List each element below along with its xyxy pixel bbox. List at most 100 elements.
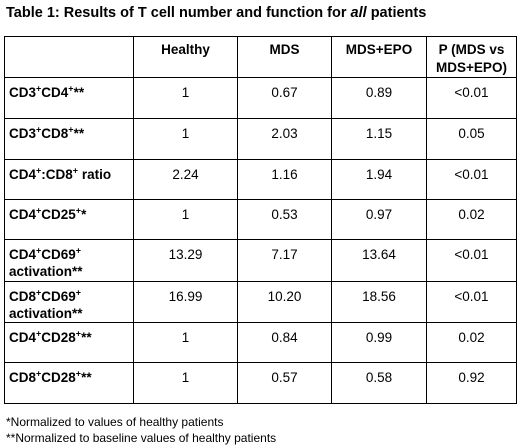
row-label-text: ratio	[78, 167, 112, 182]
row-label: CD4+CD25+*	[4, 199, 134, 240]
table-cell: 0.67	[237, 77, 332, 119]
row-label: CD4+CD69+ activation**	[4, 239, 134, 282]
table-cell: <0.01	[426, 239, 517, 282]
table-cell: 1	[133, 77, 238, 119]
table-cell: 7.17	[237, 239, 332, 282]
footnote: **Normalized to baseline values of healt…	[6, 431, 277, 445]
table-cell: 1	[133, 199, 238, 240]
table-row: CD4+CD28+** 1 0.84 0.99 0.02	[4, 322, 517, 363]
table-row: CD8+CD28+** 1 0.57 0.58 0.92	[4, 362, 517, 404]
table-row: CD3+CD4+** 1 0.67 0.89 <0.01	[4, 77, 517, 119]
row-label-text: **	[81, 330, 92, 345]
table-cell: 0.53	[237, 199, 332, 240]
footnote: *Normalized to values of healthy patient…	[6, 415, 224, 429]
row-label-superscript: +	[36, 328, 42, 339]
title-prefix: Table 1: Results of T cell number and fu…	[6, 5, 351, 21]
row-label-text: CD4	[41, 85, 69, 100]
row-label-text: activation**	[9, 264, 83, 279]
table-cell: 0.92	[426, 362, 517, 404]
table-row: CD3+CD8+** 1 2.03 1.15 0.05	[4, 118, 517, 160]
table-cell: 1	[133, 362, 238, 404]
header-mds-epo: MDS+EPO	[331, 36, 427, 78]
row-label-text: CD3	[9, 85, 37, 100]
table-row: CD4+:CD8+ ratio 2.24 1.16 1.94 <0.01	[4, 159, 517, 200]
table-cell: 2.24	[133, 159, 238, 200]
row-label-superscript: +	[75, 245, 82, 256]
row-label: CD8+CD69+ activation**	[4, 281, 134, 323]
table-cell: 1.15	[331, 118, 427, 160]
table-cell: <0.01	[426, 77, 517, 119]
table-cell: <0.01	[426, 281, 517, 323]
title-emphasis: all	[350, 5, 367, 21]
row-label-superscript: +	[75, 287, 82, 298]
table-cell: 1	[133, 322, 238, 363]
row-label-superscript: +	[36, 83, 42, 94]
table-body: CD3+CD4+** 1 0.67 0.89 <0.01 CD3+CD8+** 1 2.03 1…	[4, 77, 517, 404]
row-label-text: CD4	[9, 247, 37, 262]
row-label-text: CD4	[9, 330, 37, 345]
row-label-superscript: +	[75, 328, 82, 339]
row-label-text: **	[73, 85, 85, 100]
table-cell: 0.02	[426, 322, 517, 363]
row-label-text: *	[81, 207, 87, 222]
table-cell: 2.03	[237, 118, 332, 160]
row-label-text: CD4	[9, 167, 37, 182]
row-label-superscript: +	[36, 165, 42, 176]
table-cell: 0.84	[237, 322, 332, 363]
results-table: Healthy MDS MDS+EPO P (MDS vs MDS+EPO) C…	[4, 36, 517, 404]
row-label-superscript: +	[36, 245, 42, 256]
row-label-text: CD8	[9, 370, 37, 385]
table-title: Table 1: Results of T cell number and fu…	[6, 5, 426, 21]
table-cell: 0.57	[237, 362, 332, 404]
table-row: CD4+CD69+ activation** 13.29 7.17 13.64 <0.0…	[4, 239, 517, 282]
row-label: CD3+CD4+**	[4, 77, 134, 119]
row-label: CD4+CD28+**	[4, 322, 134, 363]
table-cell: 1.94	[331, 159, 427, 200]
row-label-text: CD28	[41, 370, 76, 385]
table-cell: 0.99	[331, 322, 427, 363]
row-label: CD3+CD8+**	[4, 118, 134, 160]
header-cell	[4, 36, 134, 78]
row-label-text: activation**	[9, 306, 83, 321]
footnotes: *Normalized to values of healthy patient…	[6, 414, 276, 446]
table-cell: 13.29	[133, 239, 238, 282]
row-label-superscript: +	[36, 287, 42, 298]
row-label-text: CD25	[41, 207, 76, 222]
header-mds: MDS	[237, 36, 332, 78]
row-label-superscript: +	[72, 165, 79, 176]
header-p-value: P (MDS vs MDS+EPO)	[426, 36, 517, 78]
title-suffix: patients	[366, 5, 427, 21]
header-row: Healthy MDS MDS+EPO P (MDS vs MDS+EPO)	[4, 36, 517, 78]
row-label-text: **	[81, 370, 92, 385]
table-cell: 13.64	[331, 239, 427, 282]
table-cell: 0.05	[426, 118, 517, 160]
row-label-superscript: +	[36, 368, 42, 379]
table-cell: 0.89	[331, 77, 427, 119]
row-label-superscript: +	[75, 205, 82, 216]
table-cell: 0.58	[331, 362, 427, 404]
table-cell: 1.16	[237, 159, 332, 200]
row-label-text: CD8	[9, 289, 37, 304]
row-label-superscript: +	[68, 124, 74, 135]
row-label: CD4+:CD8+ ratio	[4, 159, 134, 200]
table-cell: 0.02	[426, 199, 517, 240]
row-label-superscript: +	[75, 368, 82, 379]
row-label-text: CD28	[41, 330, 76, 345]
row-label-text: CD3	[9, 126, 37, 141]
table-row: CD8+CD69+ activation** 16.99 10.20 18.56 <0.…	[4, 281, 517, 323]
table-cell: 0.97	[331, 199, 427, 240]
row-label-text: CD69	[41, 289, 76, 304]
row-label-superscript: +	[36, 124, 42, 135]
row-label-text: **	[73, 126, 85, 141]
row-label-superscript: +	[36, 205, 42, 216]
table-cell: 1	[133, 118, 238, 160]
table-cell: 18.56	[331, 281, 427, 323]
header-healthy: Healthy	[133, 36, 238, 78]
row-label: CD8+CD28+**	[4, 362, 134, 404]
row-label-superscript: +	[68, 83, 74, 94]
row-label-text: CD4	[9, 207, 37, 222]
table-row: CD4+CD25+* 1 0.53 0.97 0.02	[4, 199, 517, 240]
row-label-text: :CD8	[41, 167, 73, 182]
table-cell: 16.99	[133, 281, 238, 323]
table-cell: 10.20	[237, 281, 332, 323]
